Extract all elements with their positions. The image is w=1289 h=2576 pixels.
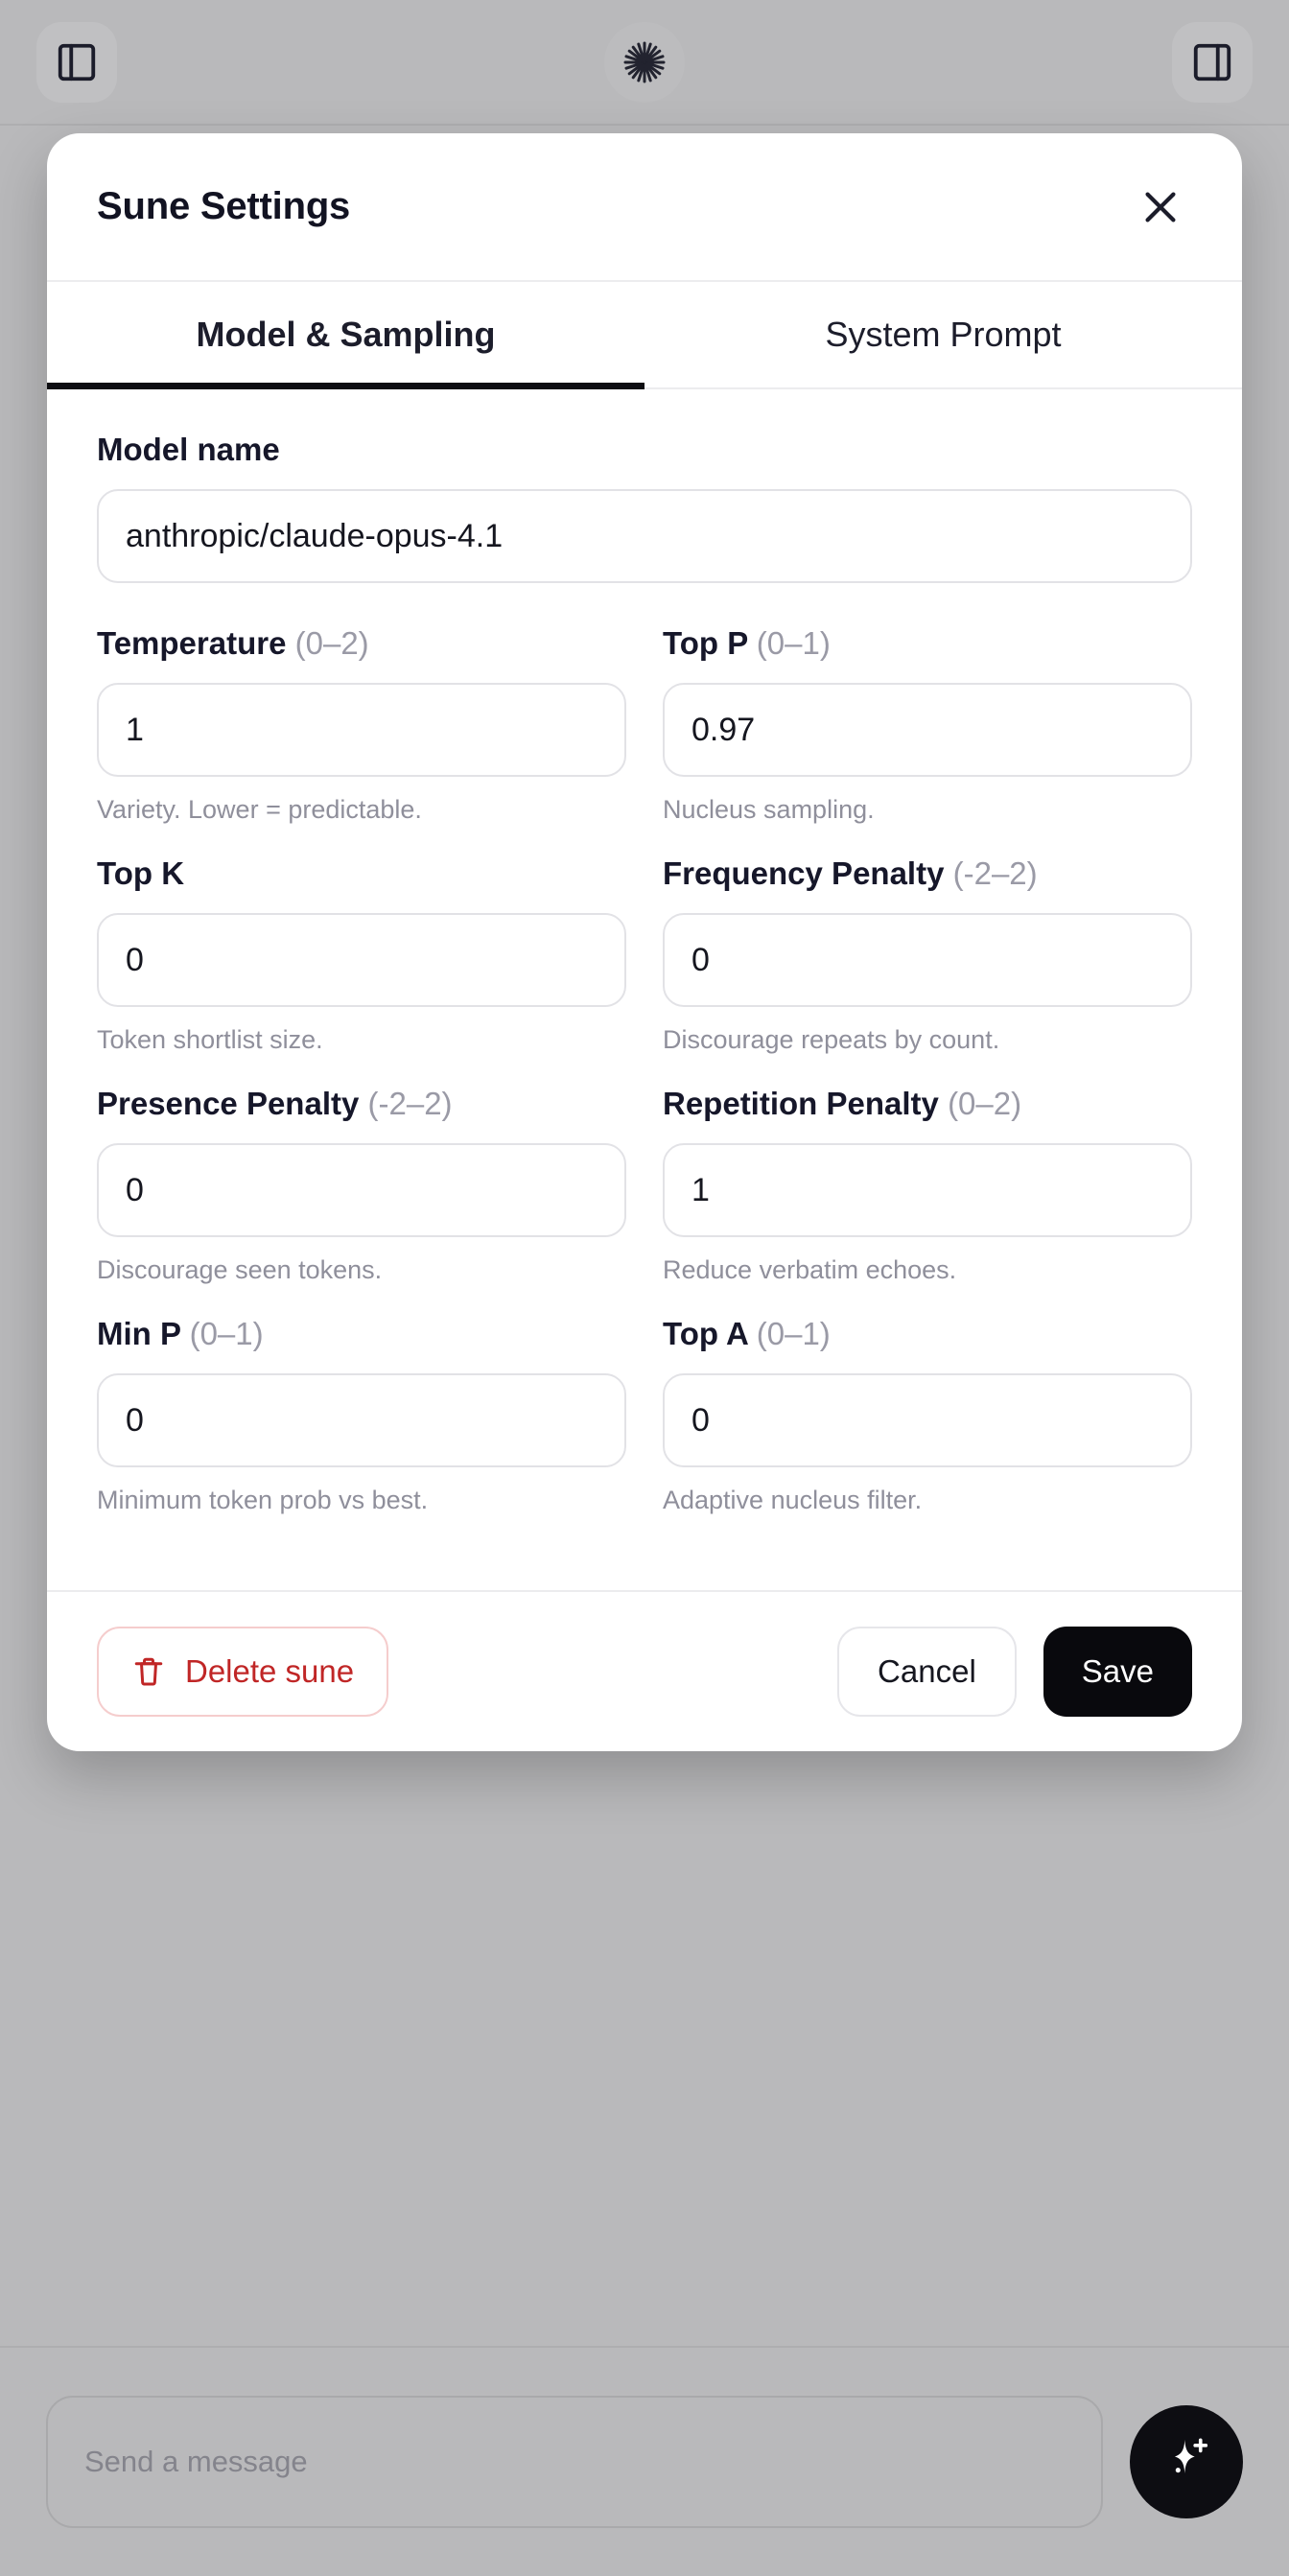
top-p-range: (0–1) bbox=[756, 625, 831, 661]
left-sidebar-toggle-button[interactable] bbox=[36, 21, 117, 103]
sampling-parameter-grid: Temperature (0–2) 1 Variety. Lower = pre… bbox=[97, 625, 1192, 1546]
app-logo-button[interactable] bbox=[604, 21, 685, 103]
top-a-label: Top A (0–1) bbox=[663, 1316, 1192, 1352]
composer-bar: Send a message bbox=[0, 2346, 1289, 2576]
left-panel-icon bbox=[55, 40, 99, 84]
repetition-penalty-range: (0–2) bbox=[948, 1086, 1022, 1121]
close-dialog-button[interactable] bbox=[1127, 174, 1194, 241]
field-group-repetition-penalty: Repetition Penalty (0–2) 1 Reduce verbat… bbox=[663, 1086, 1192, 1316]
trash-icon bbox=[131, 1654, 166, 1689]
frequency-penalty-label: Frequency Penalty (-2–2) bbox=[663, 855, 1192, 892]
top-p-hint: Nucleus sampling. bbox=[663, 795, 875, 824]
top-p-input[interactable]: 0.97 bbox=[663, 683, 1192, 777]
min-p-label-text: Min P bbox=[97, 1316, 181, 1351]
temperature-hint: Variety. Lower = predictable. bbox=[97, 795, 422, 824]
field-group-frequency-penalty: Frequency Penalty (-2–2) 0 Discourage re… bbox=[663, 855, 1192, 1086]
temperature-label-text: Temperature bbox=[97, 625, 287, 661]
presence-penalty-hint: Discourage seen tokens. bbox=[97, 1255, 383, 1284]
presence-penalty-label: Presence Penalty (-2–2) bbox=[97, 1086, 626, 1122]
presence-penalty-range: (-2–2) bbox=[367, 1086, 453, 1121]
sune-settings-dialog: Sune Settings Model & Sampling System Pr… bbox=[47, 133, 1242, 1751]
presence-penalty-label-text: Presence Penalty bbox=[97, 1086, 360, 1121]
top-k-hint: Token shortlist size. bbox=[97, 1025, 323, 1054]
save-button[interactable]: Save bbox=[1043, 1627, 1192, 1717]
close-icon bbox=[1138, 185, 1183, 229]
model-name-field-group: Model name anthropic/claude-opus-4.1 bbox=[97, 432, 1192, 583]
delete-sune-label: Delete sune bbox=[185, 1653, 355, 1689]
field-group-top-a: Top A (0–1) 0 Adaptive nucleus filter. bbox=[663, 1316, 1192, 1546]
model-name-input[interactable]: anthropic/claude-opus-4.1 bbox=[97, 489, 1192, 583]
top-a-label-text: Top A bbox=[663, 1316, 748, 1351]
field-group-top-k: Top K 0 Token shortlist size. bbox=[97, 855, 626, 1086]
field-group-temperature: Temperature (0–2) 1 Variety. Lower = pre… bbox=[97, 625, 626, 855]
sparkle-icon bbox=[1159, 2434, 1214, 2490]
frequency-penalty-label-text: Frequency Penalty bbox=[663, 855, 945, 891]
min-p-label: Min P (0–1) bbox=[97, 1316, 626, 1352]
send-message-button[interactable] bbox=[1130, 2405, 1243, 2518]
temperature-range: (0–2) bbox=[294, 625, 369, 661]
top-k-label: Top K bbox=[97, 855, 626, 892]
frequency-penalty-range: (-2–2) bbox=[952, 855, 1038, 891]
model-name-label: Model name bbox=[97, 432, 280, 467]
tab-model-and-sampling[interactable]: Model & Sampling bbox=[47, 282, 644, 389]
top-p-label-text: Top P bbox=[663, 625, 748, 661]
app-topbar bbox=[0, 0, 1289, 126]
min-p-input[interactable]: 0 bbox=[97, 1373, 626, 1467]
sun-burst-icon bbox=[621, 39, 668, 85]
field-group-top-p: Top P (0–1) 0.97 Nucleus sampling. bbox=[663, 625, 1192, 855]
frequency-penalty-hint: Discourage repeats by count. bbox=[663, 1025, 1000, 1054]
tab-system-prompt[interactable]: System Prompt bbox=[644, 282, 1242, 387]
dialog-footer: Delete sune Cancel Save bbox=[47, 1592, 1242, 1751]
right-panel-icon bbox=[1190, 40, 1234, 84]
top-k-input[interactable]: 0 bbox=[97, 913, 626, 1007]
repetition-penalty-label: Repetition Penalty (0–2) bbox=[663, 1086, 1192, 1122]
min-p-hint: Minimum token prob vs best. bbox=[97, 1486, 429, 1514]
right-sidebar-toggle-button[interactable] bbox=[1172, 21, 1253, 103]
presence-penalty-input[interactable]: 0 bbox=[97, 1143, 626, 1237]
top-a-range: (0–1) bbox=[756, 1316, 831, 1351]
message-input[interactable]: Send a message bbox=[46, 2396, 1103, 2528]
temperature-label: Temperature (0–2) bbox=[97, 625, 626, 662]
page-title: Sune Settings bbox=[97, 185, 351, 227]
dialog-body: Model name anthropic/claude-opus-4.1 Tem… bbox=[47, 389, 1242, 1592]
delete-sune-button[interactable]: Delete sune bbox=[97, 1627, 389, 1717]
frequency-penalty-input[interactable]: 0 bbox=[663, 913, 1192, 1007]
repetition-penalty-input[interactable]: 1 bbox=[663, 1143, 1192, 1237]
dialog-header: Sune Settings bbox=[47, 133, 1242, 282]
min-p-range: (0–1) bbox=[189, 1316, 264, 1351]
repetition-penalty-hint: Reduce verbatim echoes. bbox=[663, 1255, 957, 1284]
top-a-input[interactable]: 0 bbox=[663, 1373, 1192, 1467]
footer-actions: Cancel Save bbox=[837, 1627, 1192, 1717]
cancel-button[interactable]: Cancel bbox=[837, 1627, 1017, 1717]
field-group-min-p: Min P (0–1) 0 Minimum token prob vs best… bbox=[97, 1316, 626, 1546]
repetition-penalty-label-text: Repetition Penalty bbox=[663, 1086, 939, 1121]
top-k-label-text: Top K bbox=[97, 855, 185, 891]
top-a-hint: Adaptive nucleus filter. bbox=[663, 1486, 923, 1514]
temperature-input[interactable]: 1 bbox=[97, 683, 626, 777]
field-group-presence-penalty: Presence Penalty (-2–2) 0 Discourage see… bbox=[97, 1086, 626, 1316]
top-p-label: Top P (0–1) bbox=[663, 625, 1192, 662]
dialog-tabs: Model & Sampling System Prompt bbox=[47, 282, 1242, 389]
